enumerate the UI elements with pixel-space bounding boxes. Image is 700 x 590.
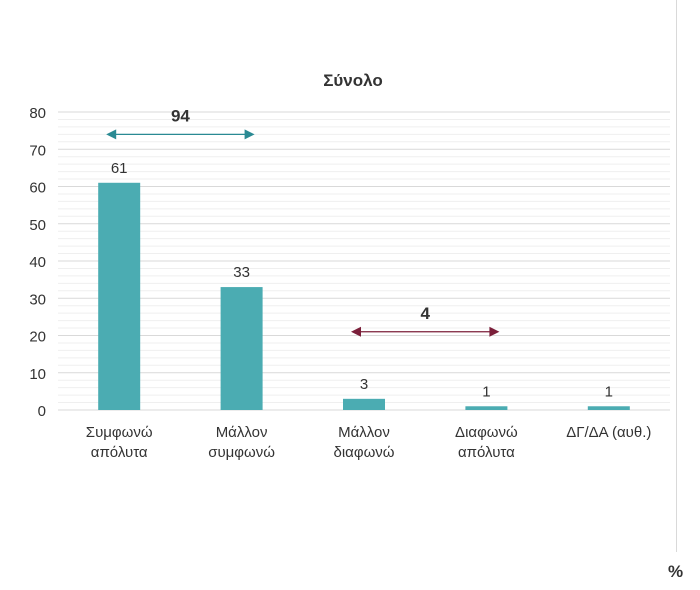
- x-tick-label: συμφωνώ: [208, 444, 275, 461]
- arrow-left-head-icon: [106, 129, 117, 140]
- x-tick-label: ΔΓ/ΔΑ (αυθ.): [566, 424, 651, 441]
- y-axis-ticks: 0 10 20 30 40 50 60 70 80: [29, 105, 46, 420]
- x-tick-label: Συμφωνώ: [86, 424, 153, 441]
- x-axis-labels: Συμφωνώ απόλυτα Μάλλον συμφωνώ Μάλλον διαφωνώ…: [86, 424, 652, 461]
- bars: [98, 182, 630, 410]
- grid-lines: [58, 111, 670, 411]
- data-label: 3: [360, 376, 368, 393]
- y-tick-label: 30: [29, 291, 46, 308]
- data-label: 33: [233, 264, 250, 281]
- x-tick-label: απόλυτα: [91, 444, 148, 461]
- x-tick-label: διαφωνώ: [333, 444, 394, 461]
- annotation-label: 4: [420, 304, 430, 323]
- annotation-label: 94: [171, 106, 190, 125]
- arrow-right-head-icon: [244, 129, 255, 140]
- y-tick-label: 60: [29, 180, 46, 197]
- arrow-right-head-icon: [489, 326, 500, 337]
- bar: [587, 406, 630, 410]
- y-tick-label: 80: [29, 105, 46, 122]
- data-label: 1: [605, 383, 613, 400]
- x-tick-label: Διαφωνώ: [455, 424, 518, 441]
- bar: [343, 398, 385, 410]
- chart-title: Σύνολο: [323, 71, 383, 90]
- y-tick-label: 20: [29, 329, 46, 346]
- bar: [220, 287, 263, 410]
- y-tick-label: 0: [38, 403, 46, 420]
- x-tick-label: Μάλλον: [216, 424, 268, 441]
- bar: [465, 406, 508, 410]
- x-tick-label: απόλυτα: [458, 444, 515, 461]
- y-tick-label: 10: [29, 366, 46, 383]
- y-tick-label: 40: [29, 254, 46, 271]
- annotations: 94 4: [106, 106, 500, 337]
- data-label: 61: [111, 160, 128, 177]
- arrow-left-head-icon: [351, 326, 361, 337]
- right-border-line: [676, 0, 677, 552]
- bar: [98, 182, 141, 410]
- x-tick-label: Μάλλον: [338, 424, 390, 441]
- unit-label: %: [668, 562, 684, 581]
- y-tick-label: 50: [29, 217, 46, 234]
- data-label: 1: [482, 383, 490, 400]
- y-tick-label: 70: [29, 142, 46, 159]
